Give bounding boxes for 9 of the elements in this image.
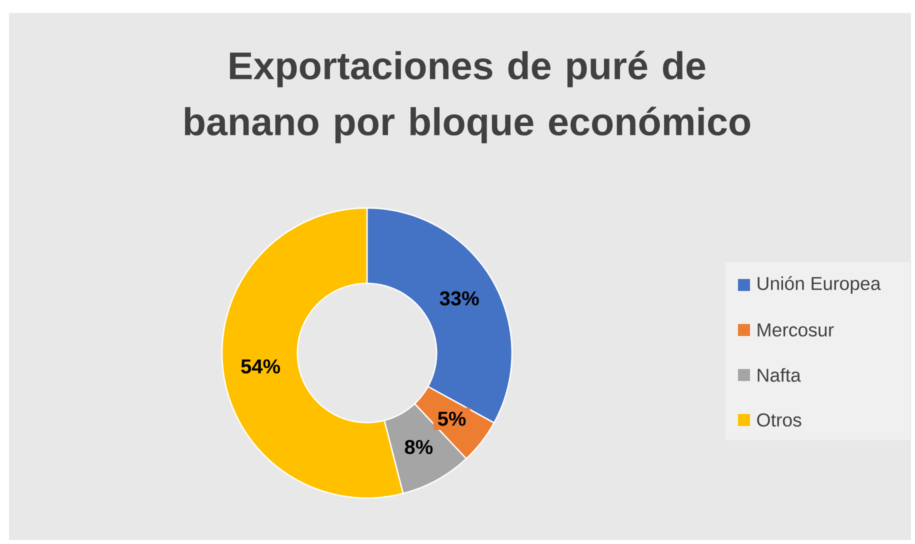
legend-label: Otros bbox=[757, 413, 802, 427]
data-label: 54% bbox=[241, 359, 280, 374]
data-label: 33% bbox=[440, 291, 479, 306]
data-label: 5% bbox=[438, 412, 466, 426]
legend-label: Nafta bbox=[758, 368, 801, 382]
legend-label: Mercosur bbox=[758, 323, 834, 337]
legend-label: Unión Europea bbox=[758, 276, 881, 294]
chart-title: Exportaciones de puré de banano por bloque económico bbox=[184, 50, 750, 144]
data-label: 8% bbox=[404, 440, 433, 454]
